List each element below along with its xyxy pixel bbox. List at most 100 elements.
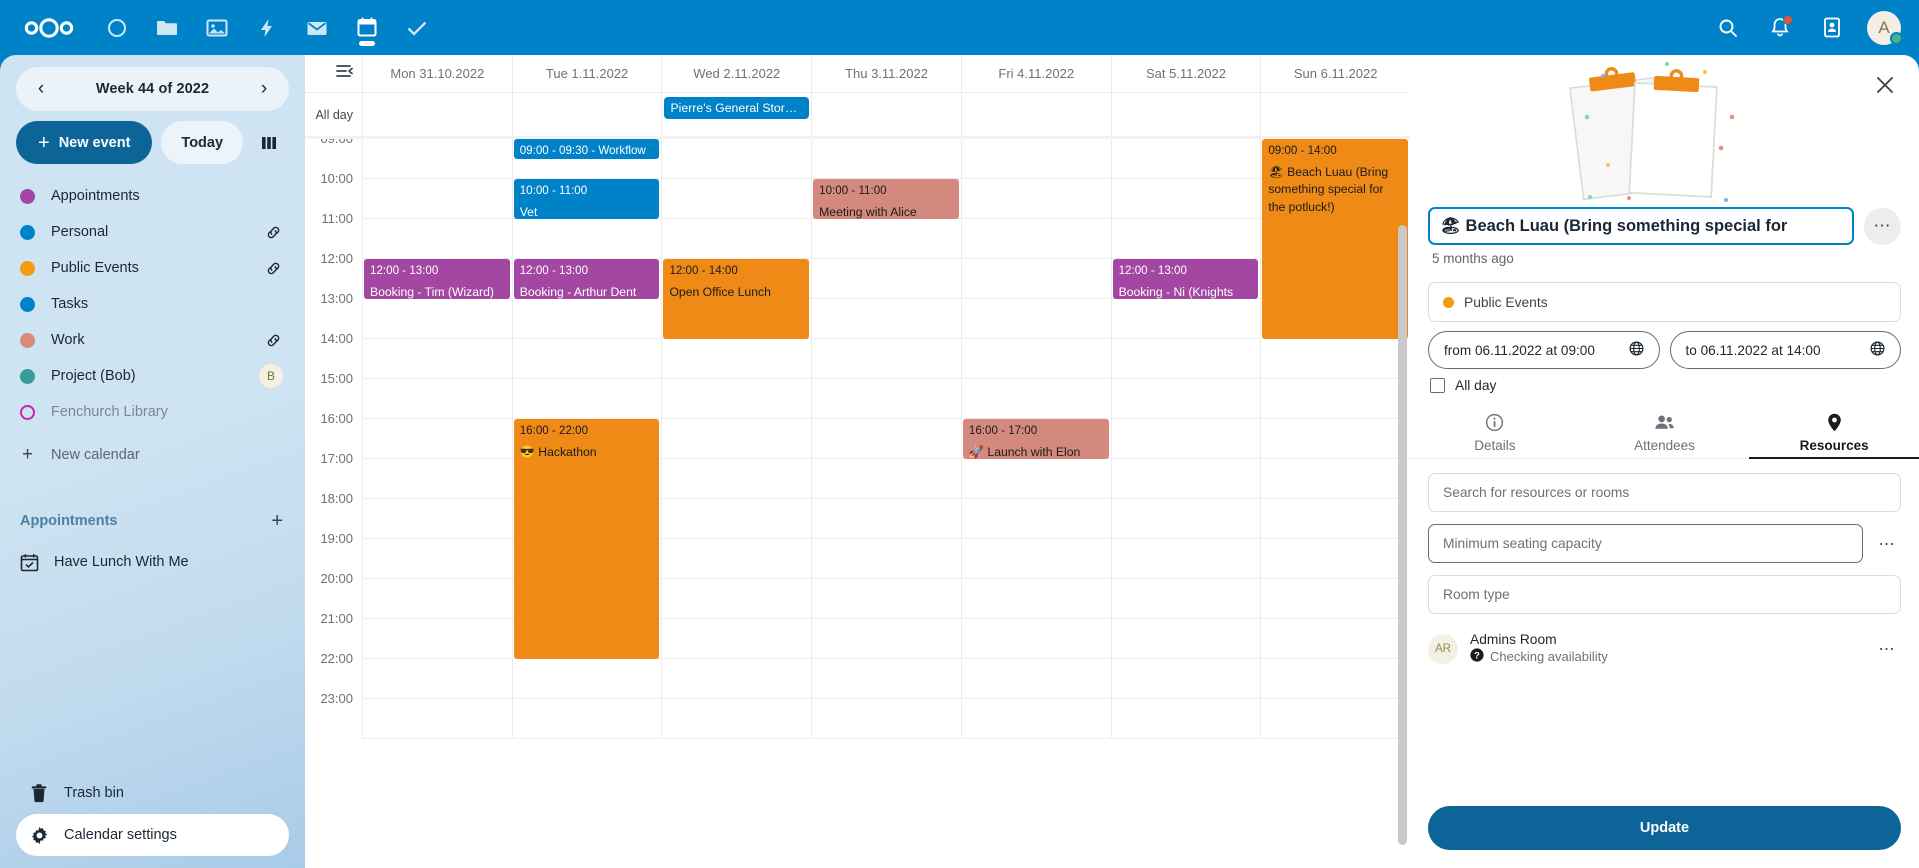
hour-cell[interactable]: [961, 499, 1111, 539]
calendar-event[interactable]: 12:00 - 13:00 Booking - Ni (Knights: [1112, 259, 1259, 299]
hour-cell[interactable]: [1261, 459, 1410, 499]
calendar-item-tasks[interactable]: Tasks: [16, 286, 289, 322]
min-capacity-input[interactable]: Minimum seating capacity: [1428, 524, 1863, 563]
event-start-date-input[interactable]: from 06.11.2022 at 09:00: [1428, 331, 1660, 369]
hour-cell[interactable]: [1111, 419, 1261, 459]
hour-cell[interactable]: [961, 619, 1111, 659]
current-week-label[interactable]: Week 44 of 2022: [95, 81, 210, 97]
hour-cell[interactable]: [1111, 579, 1261, 619]
day-column-4[interactable]: 16:00 - 17:00 🚀 Launch with Elon: [960, 139, 1111, 739]
calendar-icon[interactable]: [342, 3, 392, 53]
check-icon[interactable]: [392, 3, 442, 53]
share-link-icon[interactable]: [263, 222, 283, 242]
image-icon[interactable]: [192, 3, 242, 53]
hour-cell[interactable]: [961, 459, 1111, 499]
hour-cell[interactable]: [512, 139, 662, 179]
trash-bin-button[interactable]: Trash bin: [16, 772, 289, 814]
share-link-icon[interactable]: [263, 258, 283, 278]
calendar-color-dot[interactable]: [20, 368, 35, 384]
all-day-cell-5[interactable]: [1110, 93, 1261, 136]
calendar-color-dot[interactable]: [20, 332, 35, 348]
hour-cell[interactable]: [363, 219, 512, 259]
all-day-cell-1[interactable]: [511, 93, 662, 136]
day-column-5[interactable]: 12:00 - 13:00 Booking - Ni (Knights: [1110, 139, 1261, 739]
hour-cell[interactable]: [961, 259, 1111, 299]
calendar-event[interactable]: 09:00 - 14:00 🏖 Beach Luau (Bring somethi…: [1262, 139, 1409, 339]
all-day-event[interactable]: Pierre's General Stor…: [664, 97, 810, 119]
close-icon[interactable]: [1867, 67, 1903, 103]
hour-cell[interactable]: [1111, 659, 1261, 699]
hour-cell[interactable]: [812, 299, 961, 339]
day-header-5[interactable]: Sat 5.11.2022: [1110, 55, 1261, 92]
hour-cell[interactable]: [1111, 299, 1261, 339]
calendar-select[interactable]: Public Events: [1428, 282, 1901, 322]
tab-details[interactable]: Details: [1410, 408, 1580, 458]
hour-cell[interactable]: [363, 339, 512, 379]
hour-cell[interactable]: [512, 339, 662, 379]
calendar-event[interactable]: 12:00 - 14:00 Open Office Lunch: [663, 259, 810, 339]
capacity-options-icon[interactable]: ⋯: [1878, 535, 1896, 553]
hour-cell[interactable]: [1111, 219, 1261, 259]
hour-cell[interactable]: [512, 379, 662, 419]
hour-cell[interactable]: [512, 219, 662, 259]
hour-cell[interactable]: [1111, 459, 1261, 499]
hour-cell[interactable]: [1261, 379, 1410, 419]
all-day-cell-0[interactable]: [362, 93, 512, 136]
calendar-event[interactable]: 10:00 - 11:00 Vet: [513, 179, 660, 219]
calendar-item-work[interactable]: Work: [16, 322, 289, 358]
calendar-item-project-bob[interactable]: Project (Bob) B: [16, 358, 289, 394]
day-column-2[interactable]: 12:00 - 14:00 Open Office Lunch: [661, 139, 812, 739]
resource-options-icon[interactable]: ⋯: [1878, 640, 1896, 658]
calendar-item-fenchurch-library[interactable]: Fenchurch Library: [16, 394, 289, 430]
vertical-scrollbar[interactable]: [1398, 225, 1407, 845]
hour-cell[interactable]: [1261, 539, 1410, 579]
hour-cell[interactable]: [363, 659, 512, 699]
calendar-owner-avatar[interactable]: B: [259, 364, 283, 388]
hour-cell[interactable]: [363, 699, 512, 739]
all-day-checkbox[interactable]: All day: [1430, 378, 1919, 393]
hour-cell[interactable]: [363, 499, 512, 539]
all-day-cell-3[interactable]: [811, 93, 961, 136]
day-column-3[interactable]: 10:00 - 11:00 Meeting with Alice: [811, 139, 961, 739]
calendar-event[interactable]: 16:00 - 22:00 😎 Hackathon: [513, 419, 660, 659]
hour-cell[interactable]: [812, 139, 961, 179]
nextcloud-logo-icon[interactable]: [18, 11, 80, 45]
calendar-item-appointments[interactable]: Appointments: [16, 178, 289, 214]
calendar-color-dot[interactable]: [20, 296, 35, 312]
hour-cell[interactable]: [512, 699, 662, 739]
hour-cell[interactable]: [662, 539, 812, 579]
appointment-item-lunch[interactable]: Have Lunch With Me: [16, 542, 289, 582]
hour-cell[interactable]: [662, 339, 812, 379]
hour-cell[interactable]: [812, 499, 961, 539]
dashboard-icon[interactable]: [92, 3, 142, 53]
hour-cell[interactable]: [363, 379, 512, 419]
hour-cell[interactable]: [812, 539, 961, 579]
hour-cell[interactable]: [961, 699, 1111, 739]
today-button[interactable]: Today: [161, 121, 244, 164]
day-header-4[interactable]: Fri 4.11.2022: [960, 55, 1111, 92]
hour-cell[interactable]: [363, 619, 512, 659]
event-actions-menu-icon[interactable]: ⋯: [1864, 207, 1901, 245]
hour-cell[interactable]: [961, 219, 1111, 259]
hour-cell[interactable]: [363, 299, 512, 339]
calendar-settings-button[interactable]: Calendar settings: [16, 814, 289, 856]
hour-cell[interactable]: [1261, 659, 1410, 699]
hour-cell[interactable]: [512, 299, 662, 339]
hour-cell[interactable]: [512, 659, 662, 699]
hour-cell[interactable]: [961, 139, 1111, 179]
hour-cell[interactable]: [363, 139, 512, 179]
tab-resources[interactable]: Resources: [1749, 408, 1919, 459]
previous-week-button[interactable]: ‹: [37, 78, 45, 99]
hour-cell[interactable]: [812, 579, 961, 619]
user-avatar[interactable]: A: [1859, 3, 1909, 53]
columns-icon[interactable]: [254, 124, 288, 162]
hour-cell[interactable]: [662, 179, 812, 219]
hour-cell[interactable]: [961, 339, 1111, 379]
calendar-event[interactable]: 09:00 - 09:30 - Workflow: [513, 139, 660, 159]
event-end-date-input[interactable]: to 06.11.2022 at 14:00: [1669, 331, 1901, 369]
hour-cell[interactable]: [363, 179, 512, 219]
hour-cell[interactable]: [1111, 339, 1261, 379]
search-icon[interactable]: [1703, 3, 1753, 53]
calendar-scroll-area[interactable]: 09:0010:00 11:00 12:00 13:00 14:00 15:00 16:00…: [305, 139, 1410, 868]
hour-cell[interactable]: [662, 459, 812, 499]
